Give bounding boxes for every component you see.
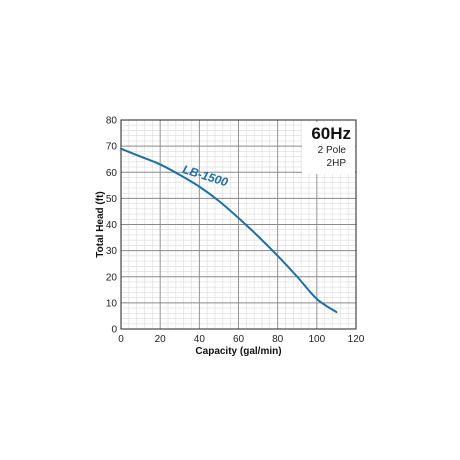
y-tick-label: 60: [106, 168, 118, 179]
x-axis-title: Capacity (gal/min): [195, 346, 281, 357]
y-tick-labels: 0 10 20 30 40 50 60 70 80: [106, 116, 118, 336]
poles-label: 2 Pole: [318, 145, 347, 156]
x-tick-label: 0: [118, 334, 124, 345]
power-label: 2HP: [327, 158, 347, 169]
info-box-background: [302, 122, 355, 174]
x-tick-label: 80: [272, 334, 284, 345]
x-tick-label: 20: [155, 334, 167, 345]
y-tick-label: 0: [111, 325, 117, 336]
x-tick-label: 120: [348, 334, 365, 345]
x-tick-labels: 0 20 40 60 80 100 120: [118, 334, 365, 345]
y-tick-label: 80: [106, 116, 118, 127]
x-tick-label: 60: [233, 334, 245, 345]
y-tick-label: 40: [106, 220, 118, 231]
y-tick-label: 20: [106, 272, 118, 283]
x-tick-label: 40: [194, 334, 206, 345]
y-axis-title: Total Head (ft): [95, 191, 106, 257]
x-tick-label: 100: [308, 334, 325, 345]
y-tick-label: 30: [106, 246, 118, 257]
y-tick-label: 70: [106, 142, 118, 153]
series-label-lb-1500: LB-1500: [181, 162, 230, 189]
y-tick-label: 50: [106, 194, 118, 205]
frequency-label: 60Hz: [311, 124, 351, 143]
series-line-lb-1500: [120, 147, 338, 314]
y-tick-label: 10: [106, 298, 118, 309]
plot-frame: [120, 119, 357, 330]
